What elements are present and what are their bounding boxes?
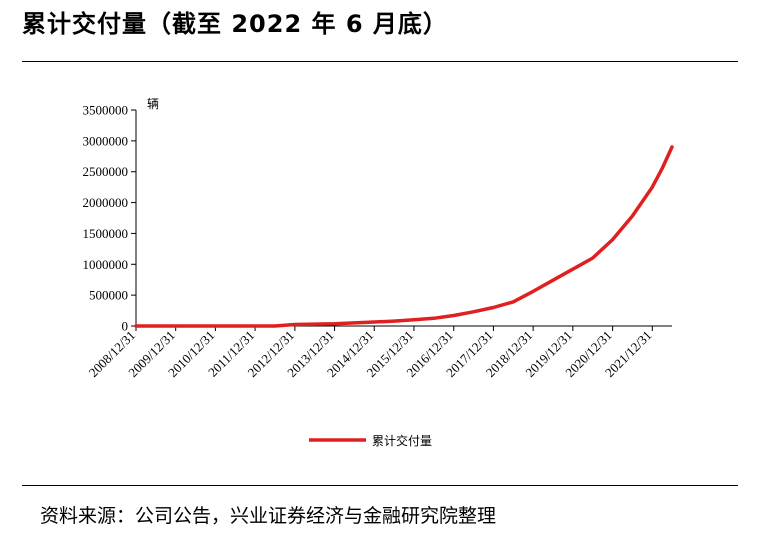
y-tick-label: 0: [122, 319, 129, 334]
legend: 累计交付量: [309, 433, 432, 448]
y-tick-label: 3500000: [83, 103, 129, 118]
y-axis-unit-label: 辆: [147, 97, 159, 111]
series-line-cumulative-deliveries: [134, 145, 674, 328]
y-tick-label: 500000: [89, 288, 128, 303]
x-axis: 2008/12/312009/12/312010/12/312011/12/31…: [86, 325, 672, 380]
legend-label: 累计交付量: [372, 433, 432, 448]
line-chart: 0 500000 1000000 1500000 2000000 2500000 30000…: [83, 97, 674, 448]
y-tick-label: 1000000: [83, 257, 129, 272]
source-note: 资料来源：公司公告，兴业证券经济与金融研究院整理: [40, 505, 497, 527]
y-tick-label: 3000000: [83, 133, 129, 148]
top-divider: [22, 61, 738, 62]
y-tick-label: 2000000: [83, 195, 129, 210]
series-group: [134, 145, 674, 328]
y-axis: 0 500000 1000000 1500000 2000000 2500000 30000…: [83, 103, 137, 334]
bottom-divider: [22, 485, 738, 486]
chart-title: 累计交付量（截至 2022 年 6 月底）: [22, 10, 448, 38]
y-tick-label: 1500000: [83, 226, 129, 241]
y-tick-label: 2500000: [83, 164, 129, 179]
